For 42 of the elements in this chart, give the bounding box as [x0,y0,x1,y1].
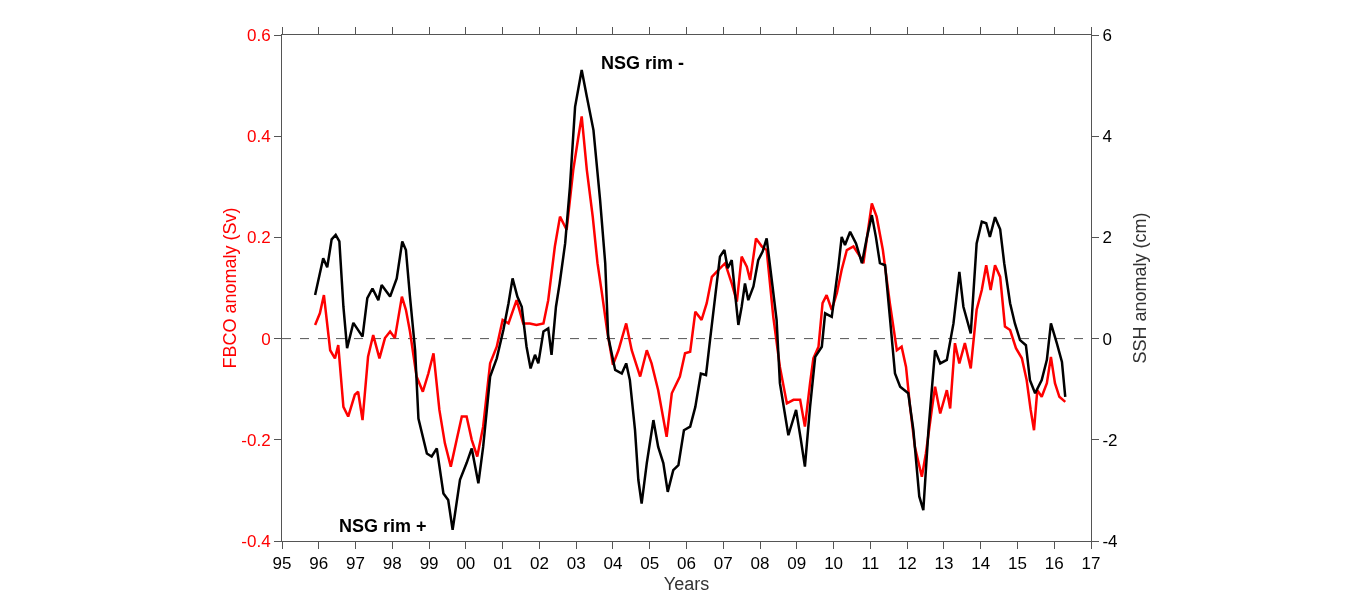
x-tick-label: 17 [1081,554,1101,574]
y-tick-label: 0.6 [246,25,271,45]
x-tick-label: 99 [419,554,439,574]
y2-tick-label: -2 [1102,430,1118,450]
x-tick-label: 14 [971,554,991,574]
x-tick-label: 98 [382,554,402,574]
line-series [313,115,1067,478]
x-tick-label: 96 [309,554,329,574]
y-tick-label: -0.2 [241,430,271,450]
x-tick-label: 01 [493,554,513,574]
y-tick-label: 0.2 [246,228,271,248]
x-tick-label: 08 [750,554,770,574]
y2-axis-title: SSH anomaly (cm) [1130,212,1150,364]
x-tick-label: 04 [603,554,623,574]
annotation: NSG rim - [601,53,685,73]
x-tick-label: 15 [1007,554,1027,574]
y2-tick-label: 4 [1102,127,1112,147]
x-tick-label: 95 [272,554,292,574]
y2-tick-label: 6 [1102,25,1112,45]
x-tick-label: 07 [713,554,733,574]
x-tick-label: 13 [934,554,954,574]
x-tick-label: 03 [566,554,586,574]
line-series [313,68,1067,532]
x-tick-label: 11 [861,554,880,574]
x-tick-label: 09 [787,554,807,574]
x-tick-label: 97 [346,554,366,574]
x-tick-label: 02 [529,554,549,574]
y2-tick-label: -4 [1102,531,1118,551]
y2-tick-label: 2 [1102,228,1112,248]
x-tick-label: 10 [824,554,844,574]
x-tick-label: 05 [640,554,660,574]
annotation: NSG rim + [339,516,427,536]
x-tick-label: 06 [677,554,696,574]
y-axis-title: FBCO anomaly (Sv) [220,207,240,369]
x-tick-label: 12 [897,554,917,574]
y2-tick-label: 0 [1102,329,1112,349]
x-tick-label: 16 [1044,554,1064,574]
x-tick-label: 00 [456,554,476,574]
y-tick-label: -0.4 [241,531,271,551]
y-tick-label: 0 [261,329,271,349]
y-tick-label: 0.4 [246,127,271,147]
x-axis-title: Years [663,573,710,594]
